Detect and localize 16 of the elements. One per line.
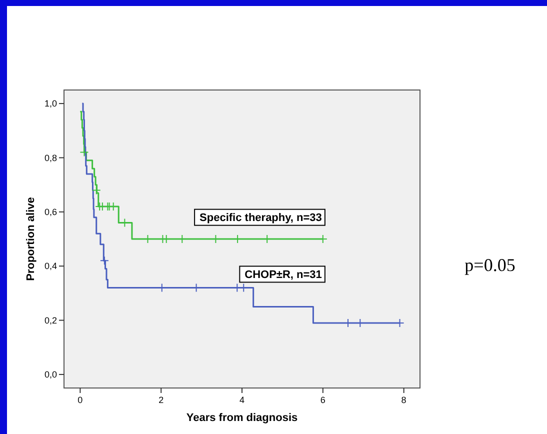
x-tick-label: 4 (239, 395, 245, 405)
x-tick-label: 2 (158, 395, 164, 405)
y-tick-label: 1,0 (44, 98, 57, 109)
x-tick-label: 8 (401, 395, 406, 405)
series-label: CHOP±R, n=31 (244, 269, 322, 282)
x-axis-title: Years from diagnosis (186, 412, 298, 424)
y-tick-label: 0,2 (44, 315, 57, 326)
y-tick-label: 0,0 (44, 370, 57, 380)
series-label: Specific theraphy, n=33 (200, 212, 322, 224)
y-tick-label: 0,4 (44, 261, 57, 272)
y-tick-label: 0,6 (44, 207, 57, 218)
x-tick-label: 6 (320, 395, 326, 405)
x-tick-label: 0 (78, 395, 83, 405)
y-tick-label: 0,8 (44, 152, 57, 163)
text: p=0.05 (464, 255, 516, 275)
y-axis-title: Proportion alive (25, 197, 37, 281)
